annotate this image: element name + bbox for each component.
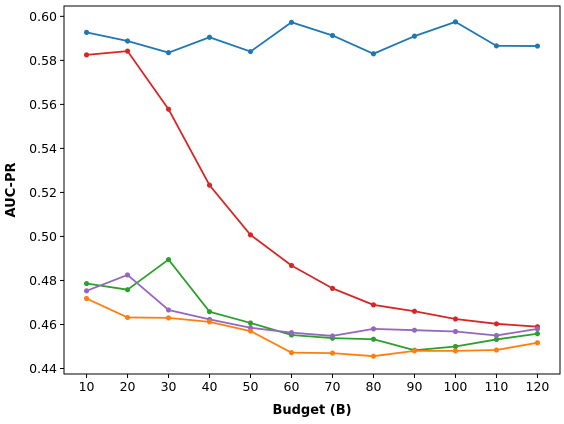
data-point (206, 182, 213, 188)
data-point (247, 48, 254, 55)
data-point (411, 308, 418, 314)
data-point (534, 326, 541, 332)
data-point (329, 32, 336, 39)
data-point (124, 272, 131, 278)
data-point (534, 43, 541, 49)
data-point (206, 319, 213, 325)
series-line (85, 258, 539, 352)
data-point (83, 288, 90, 294)
data-point (493, 321, 500, 327)
data-point (165, 50, 172, 56)
x-tick-label: 30 (161, 379, 177, 394)
series-layer (83, 19, 541, 359)
x-axis-label: Budget (B) (272, 403, 351, 418)
data-point (83, 29, 90, 36)
data-point (247, 328, 254, 334)
data-point (165, 315, 172, 321)
data-point (493, 43, 500, 49)
y-tick-label: 0.58 (29, 53, 57, 68)
x-tick-label: 110 (485, 379, 509, 394)
data-point (370, 51, 377, 57)
x-tick-label: 90 (407, 379, 423, 394)
data-point (452, 348, 459, 354)
x-axis: 10 20 30 40 50 60 70 80 90 100 110 120 (79, 374, 550, 394)
data-point (83, 280, 90, 287)
data-point (288, 262, 295, 269)
y-tick-label: 0.46 (29, 317, 57, 332)
data-point (206, 34, 213, 40)
data-point (288, 350, 295, 356)
data-point (534, 331, 541, 337)
x-tick-label: 50 (243, 379, 259, 394)
data-point (288, 330, 295, 336)
series-1 (83, 19, 541, 57)
x-tick-label: 20 (120, 379, 136, 394)
x-tick-label: 70 (325, 379, 341, 394)
data-point (493, 336, 500, 343)
y-tick-label: 0.60 (29, 9, 57, 24)
data-point (165, 307, 172, 313)
data-point (411, 33, 418, 39)
data-point (329, 333, 336, 339)
x-tick-label: 100 (444, 379, 468, 394)
data-point (165, 256, 172, 263)
data-point (83, 52, 90, 58)
data-point (534, 340, 541, 346)
y-axis: 0.44 0.46 0.48 0.50 0.52 0.54 0.56 0.58 0.60 (29, 9, 64, 376)
x-tick-label: 10 (79, 379, 95, 394)
data-point (370, 353, 377, 359)
data-point (493, 347, 500, 353)
x-tick-label: 80 (366, 379, 382, 394)
data-point (83, 295, 90, 302)
data-point (370, 336, 377, 342)
x-tick-label: 60 (284, 379, 300, 394)
data-point (124, 48, 131, 54)
series-5 (83, 295, 541, 359)
data-point (370, 326, 377, 332)
data-point (329, 350, 336, 356)
series-line (85, 50, 539, 328)
series-line (85, 297, 539, 358)
y-tick-label: 0.56 (29, 97, 57, 112)
series-line (85, 274, 539, 337)
data-point (247, 320, 254, 326)
x-tick-label: 40 (202, 379, 218, 394)
data-point (452, 343, 459, 350)
x-tick-label: 120 (526, 379, 550, 394)
data-point (493, 332, 500, 339)
series-line (85, 20, 539, 55)
data-point (370, 302, 377, 308)
data-point (288, 19, 295, 25)
data-point (452, 19, 459, 25)
data-point (329, 285, 336, 291)
y-tick-label: 0.48 (29, 273, 57, 288)
data-point (165, 106, 172, 112)
y-tick-label: 0.50 (29, 229, 57, 244)
plot-frame (63, 5, 561, 375)
data-point (124, 287, 131, 293)
y-tick-label: 0.52 (29, 185, 57, 200)
y-axis-label: AUC-PR (4, 163, 19, 218)
data-point (124, 314, 131, 321)
data-point (124, 38, 131, 44)
data-point (247, 232, 254, 238)
data-point (206, 309, 213, 315)
y-tick-label: 0.44 (29, 361, 57, 376)
data-point (411, 327, 418, 333)
data-point (452, 328, 459, 335)
series-3 (83, 256, 541, 353)
series-2 (83, 48, 541, 330)
series-4 (83, 272, 541, 339)
data-point (452, 316, 459, 322)
data-point (411, 348, 418, 354)
y-tick-label: 0.54 (29, 141, 57, 156)
